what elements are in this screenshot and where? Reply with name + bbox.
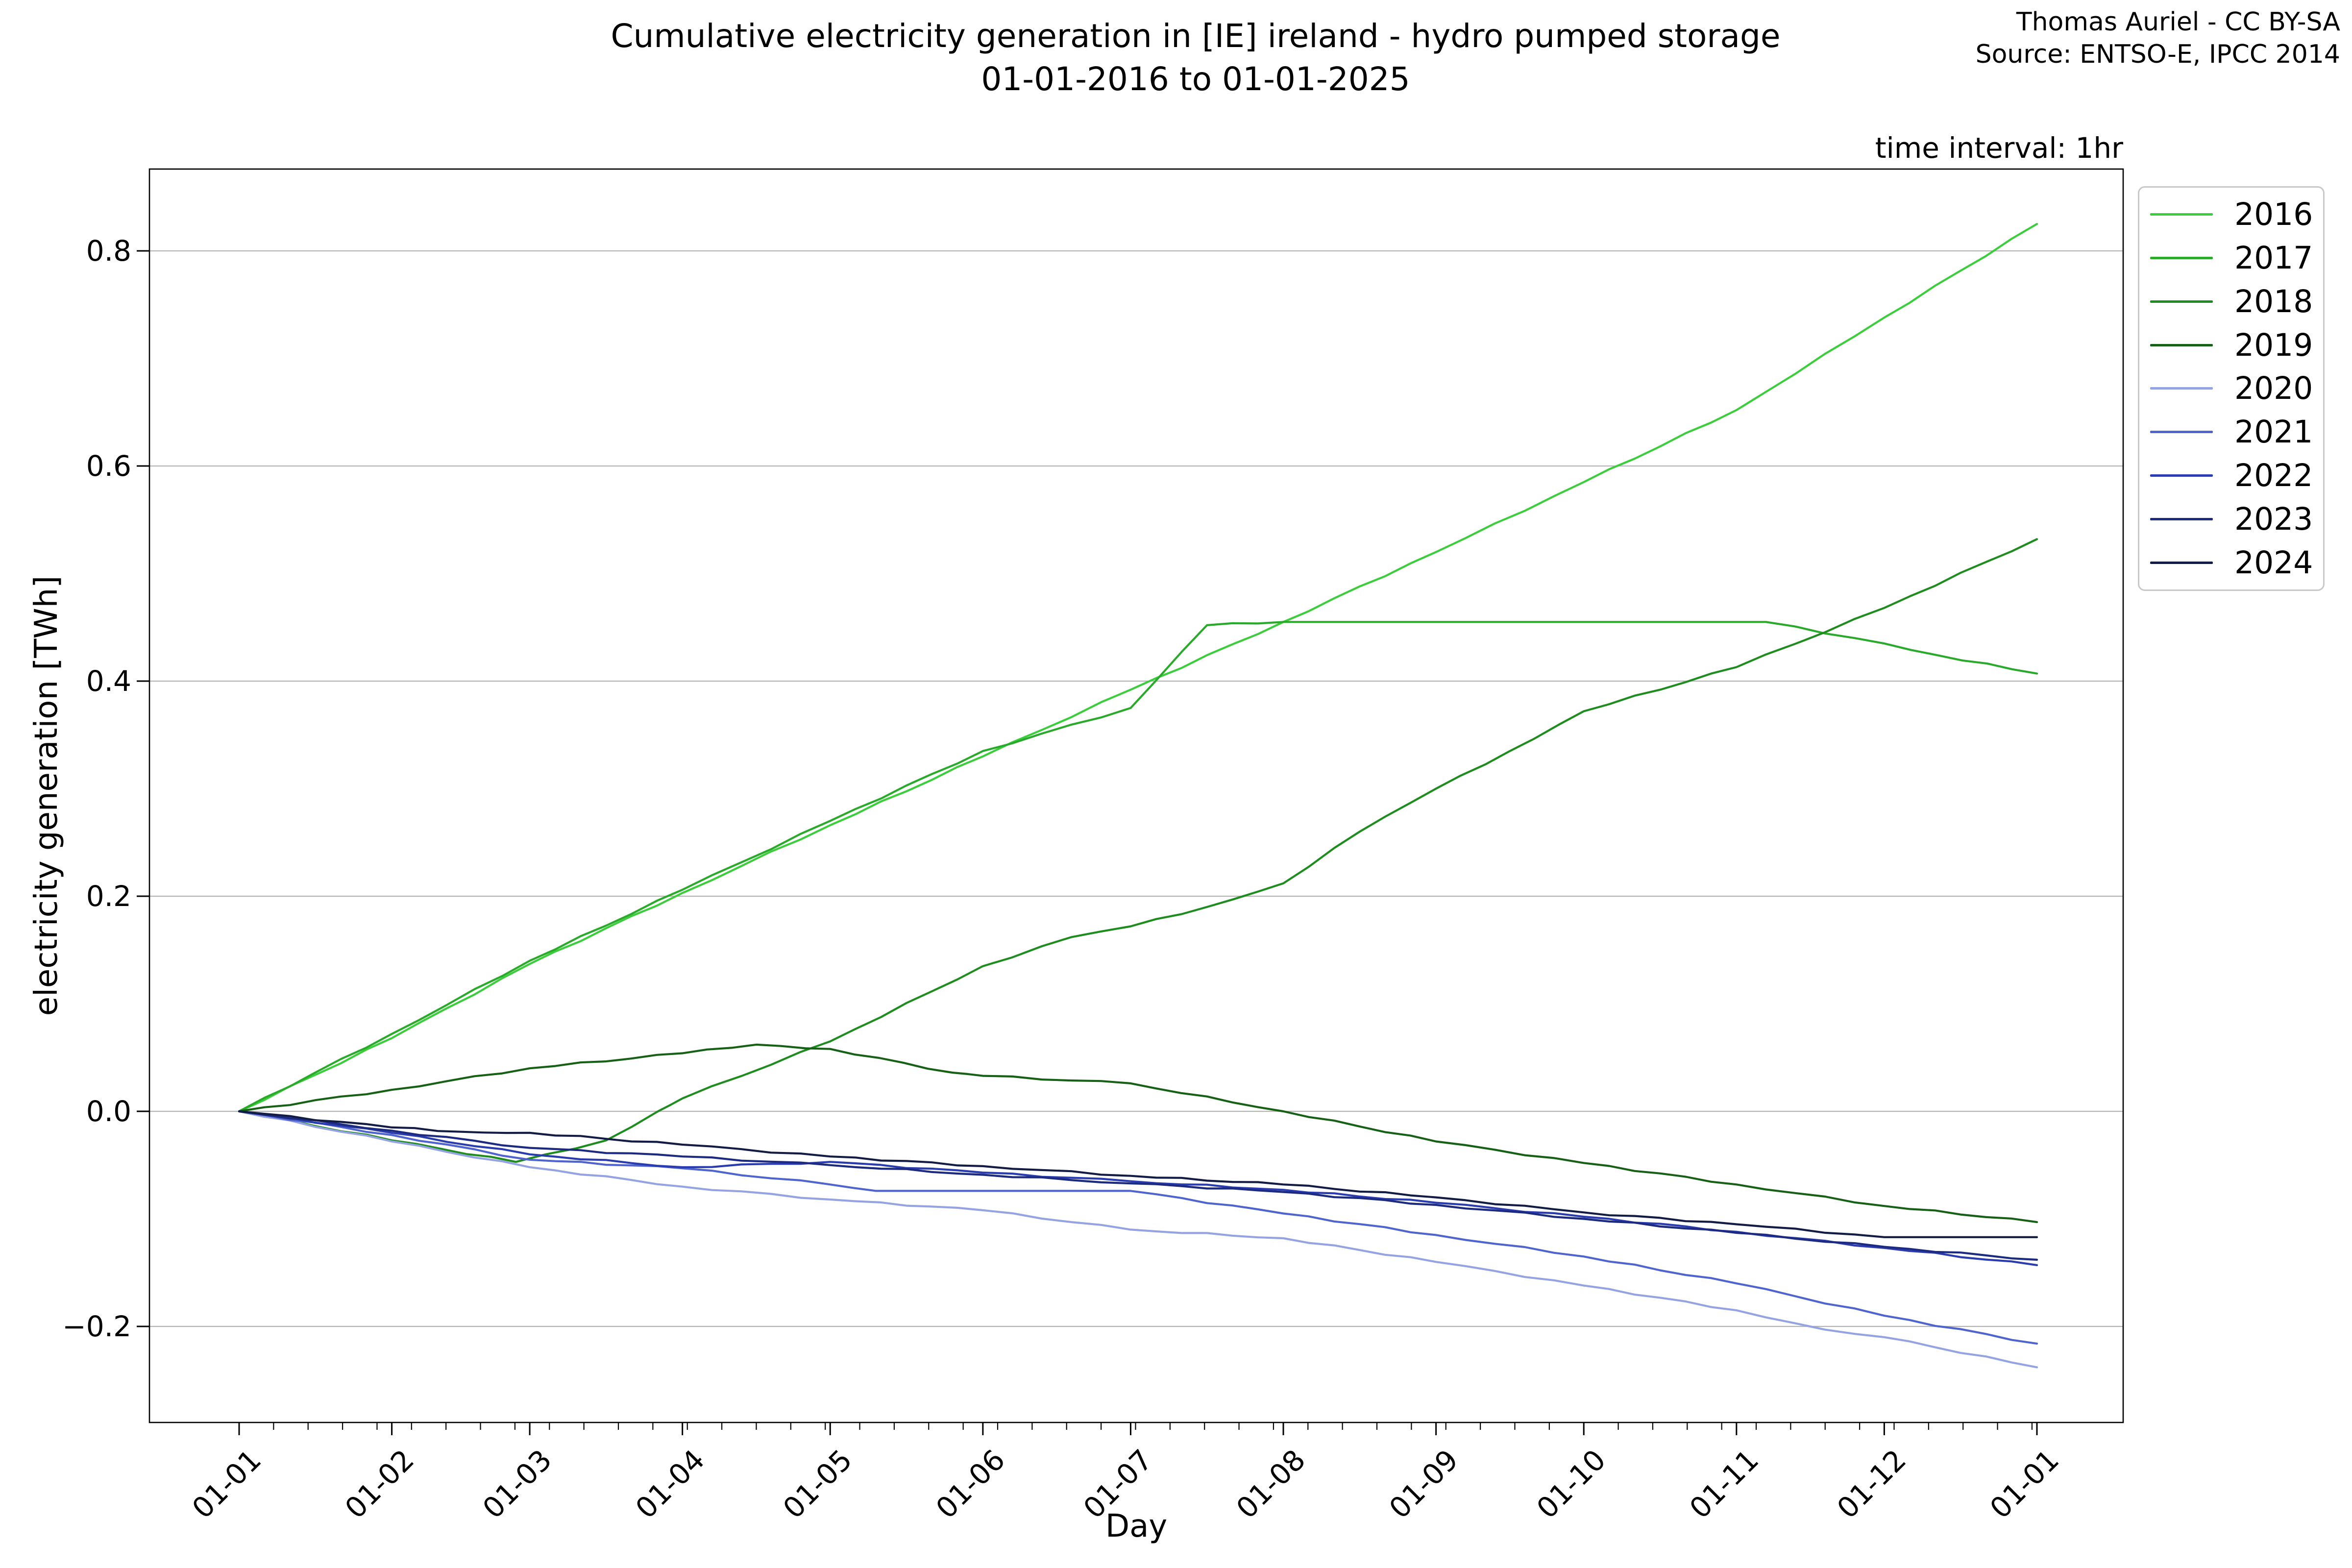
- y-axis-label: electricity generation [TWh]: [28, 575, 65, 1016]
- y-tick-label: 0.4: [86, 664, 131, 698]
- y-tick-label: 0.2: [86, 880, 131, 913]
- legend-swatch-2024: [2150, 561, 2213, 564]
- legend-label-2022: 2022: [2234, 458, 2313, 494]
- chart-title-line2: 01-01-2016 to 01-01-2025: [981, 60, 1410, 98]
- legend-item-2023: 2023: [2150, 498, 2323, 541]
- legend-swatch-2016: [2150, 213, 2213, 216]
- legend-label-2016: 2016: [2234, 196, 2313, 232]
- series-line-2019: [238, 1043, 2038, 1224]
- attribution-source: Source: ENTSO-E, IPCC 2014: [1975, 40, 2340, 69]
- series-line-2021: [238, 1110, 2038, 1345]
- y-tick-label: 0.0: [86, 1095, 131, 1128]
- legend-label-2023: 2023: [2234, 501, 2313, 538]
- legend-label-2017: 2017: [2234, 240, 2313, 276]
- legend-swatch-2020: [2150, 387, 2213, 390]
- legend-swatch-2019: [2150, 343, 2213, 346]
- series-line-2020: [238, 1110, 2038, 1369]
- legend-swatch-2021: [2150, 431, 2213, 434]
- chart-title-line1: Cumulative electricity generation in [IE…: [611, 17, 1781, 55]
- legend-item-2017: 2017: [2150, 236, 2323, 279]
- chart-title: Cumulative electricity generation in [IE…: [611, 15, 1781, 101]
- legend-swatch-2022: [2150, 474, 2213, 477]
- legend-item-2022: 2022: [2150, 454, 2323, 497]
- legend-label-2018: 2018: [2234, 283, 2313, 319]
- y-tick-label: −0.2: [62, 1310, 131, 1343]
- series-line-2017: [238, 621, 2038, 1113]
- time-interval-note: time interval: 1hr: [1875, 131, 2123, 165]
- y-tick-label: 0.6: [86, 449, 131, 483]
- series-line-2022: [238, 1110, 2038, 1266]
- legend-label-2021: 2021: [2234, 414, 2313, 450]
- legend-swatch-2018: [2150, 300, 2213, 303]
- attribution-author: Thomas Auriel - CC BY-SA: [2016, 7, 2340, 37]
- legend-item-2016: 2016: [2150, 193, 2323, 236]
- legend-item-2020: 2020: [2150, 367, 2323, 410]
- series-line-2023: [238, 1110, 2038, 1261]
- series-line-2016: [238, 223, 2038, 1113]
- legend-label-2019: 2019: [2234, 327, 2313, 363]
- legend-swatch-2017: [2150, 256, 2213, 259]
- x-axis-label: Day: [1105, 1508, 1168, 1544]
- legend-item-2019: 2019: [2150, 323, 2323, 367]
- axes-frame: [148, 168, 2124, 1423]
- y-tick-label: 0.8: [86, 234, 131, 268]
- legend-item-2024: 2024: [2150, 541, 2323, 584]
- legend-item-2021: 2021: [2150, 411, 2323, 454]
- legend: 2016 2017 2018 2019 2020 2021 2022 2023 2024: [2138, 186, 2325, 591]
- legend-label-2024: 2024: [2234, 544, 2313, 581]
- legend-item-2018: 2018: [2150, 280, 2323, 323]
- attribution: Thomas Auriel - CC BY-SA Source: ENTSO-E…: [1976, 6, 2340, 71]
- series-line-2018: [238, 538, 2038, 1163]
- legend-label-2020: 2020: [2234, 370, 2313, 407]
- legend-swatch-2023: [2150, 518, 2213, 521]
- series-line-2024: [238, 1110, 2038, 1238]
